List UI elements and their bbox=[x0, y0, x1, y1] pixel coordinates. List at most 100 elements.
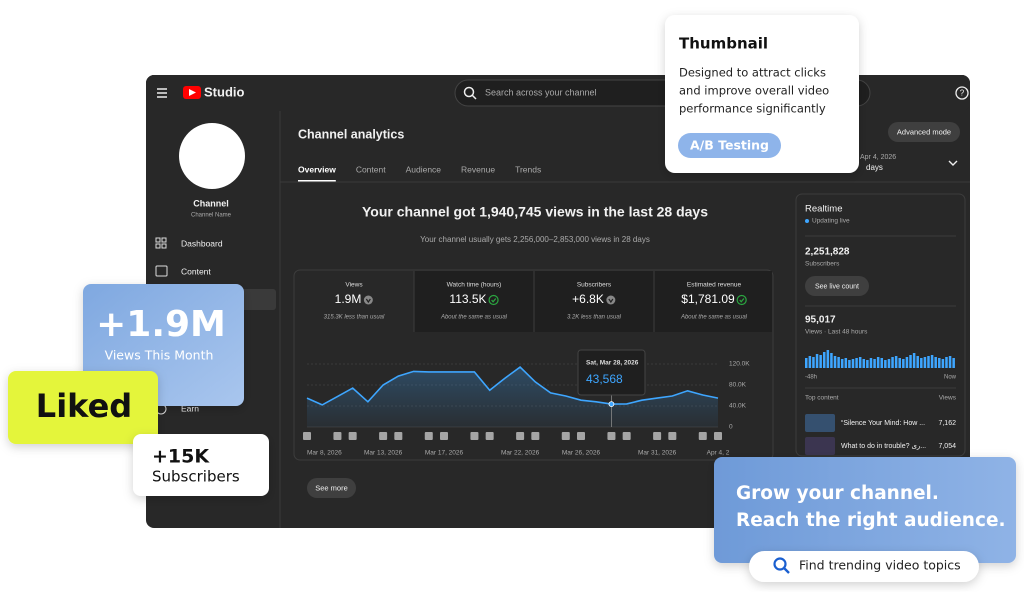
metric-note: About the same as usual bbox=[680, 315, 748, 321]
realtime-bar bbox=[869, 358, 873, 368]
realtime-bar bbox=[909, 355, 912, 368]
channel-avatar bbox=[179, 123, 245, 189]
realtime-bar bbox=[876, 357, 880, 368]
status-icon bbox=[488, 294, 499, 306]
nav-label: Dashboard bbox=[181, 238, 223, 248]
realtime-bar bbox=[930, 355, 934, 368]
card-value: +15K bbox=[152, 446, 210, 468]
search-pill-label: Find trending video topics bbox=[799, 558, 961, 573]
realtime-bar bbox=[837, 357, 840, 368]
realtime-bar bbox=[887, 359, 891, 368]
tab[interactable]: Content bbox=[356, 164, 386, 174]
video-views: 7,054 bbox=[938, 443, 956, 450]
realtime-bar bbox=[862, 359, 866, 368]
views-label: Views · Last 48 hours bbox=[805, 329, 868, 336]
area bbox=[307, 367, 718, 427]
upload-icon bbox=[698, 432, 707, 440]
nav-dashboard[interactable]: Dashboard bbox=[155, 237, 223, 249]
realtime-bar bbox=[866, 360, 869, 368]
tab[interactable]: Trends bbox=[515, 164, 541, 174]
see-more-button[interactable] bbox=[307, 478, 356, 498]
metric-value: $1,781.09 bbox=[681, 292, 735, 306]
thumbnail bbox=[805, 414, 835, 432]
realtime-bar bbox=[830, 353, 833, 368]
axis-end: Now bbox=[944, 375, 957, 381]
thumbnail-card: Thumbnail Designed to attract clicks and… bbox=[665, 15, 859, 173]
nav-content[interactable]: Content bbox=[155, 265, 211, 277]
see-live-count-label: See live count bbox=[815, 283, 859, 290]
upload-icon bbox=[577, 432, 585, 440]
realtime-bar bbox=[848, 360, 851, 368]
realtime-bar bbox=[819, 355, 822, 368]
help-icon-mark: ? bbox=[960, 89, 965, 98]
realtime-bar bbox=[822, 352, 826, 368]
metric-value: 1.9M bbox=[335, 292, 362, 306]
advanced-mode-button[interactable] bbox=[888, 122, 960, 142]
channel-name: Channel bbox=[193, 198, 229, 208]
card-line: Reach the right audience. bbox=[736, 510, 1006, 531]
realtime-bar bbox=[880, 358, 884, 368]
x-tick-label: Mar 13, 2026 bbox=[364, 450, 403, 457]
realtime-bar bbox=[920, 358, 923, 368]
realtime-bar bbox=[891, 357, 894, 368]
upload-icon bbox=[394, 432, 403, 440]
menu-icon[interactable] bbox=[157, 88, 167, 98]
video-title[interactable]: What to do in trouble? ری... bbox=[841, 443, 926, 450]
x-tick-label: Mar 22, 2026 bbox=[501, 450, 540, 457]
nav-label: Content bbox=[181, 266, 211, 276]
x-tick-label: Mar 26, 2026 bbox=[562, 450, 601, 457]
card-bg bbox=[8, 371, 158, 444]
x-tick-label: Mar 8, 2026 bbox=[307, 450, 342, 457]
thumbnail bbox=[805, 437, 835, 455]
liked-card: Liked bbox=[8, 371, 158, 444]
date-chevron[interactable] bbox=[948, 160, 958, 166]
realtime-bar bbox=[948, 356, 952, 368]
search-placeholder: Search across your channel bbox=[485, 87, 597, 97]
card-text: Designed to attract clicks bbox=[679, 66, 826, 80]
hover-point bbox=[608, 401, 615, 408]
upload-icon bbox=[348, 432, 357, 440]
subscribers-card: +15K Subscribers bbox=[133, 434, 269, 496]
upload-icon bbox=[531, 432, 540, 440]
tab[interactable]: Overview bbox=[298, 164, 336, 174]
y-tick-label: 0 bbox=[729, 424, 733, 431]
upload-icon bbox=[379, 432, 388, 440]
views-column-label: Views bbox=[939, 395, 957, 402]
metrics-inactive-bg bbox=[414, 271, 772, 332]
card-value: +1.9M bbox=[96, 304, 226, 345]
realtime-panel bbox=[795, 193, 966, 457]
tab[interactable]: Revenue bbox=[461, 164, 495, 174]
metric-label: Subscribers bbox=[577, 282, 612, 289]
status-check bbox=[491, 298, 497, 303]
x-tick-label: Mar 17, 2026 bbox=[425, 450, 464, 457]
realtime-bar bbox=[945, 357, 948, 368]
metric-note: 3.2K less than usual bbox=[567, 315, 622, 321]
realtime-bar bbox=[916, 356, 919, 368]
date-period: days bbox=[866, 163, 883, 172]
video-title[interactable]: “Silence Your Mind: How ... bbox=[841, 420, 925, 427]
metric-label: Views bbox=[345, 282, 363, 289]
realtime-bar bbox=[844, 358, 848, 368]
status-icon bbox=[363, 295, 373, 305]
top-content-label: Top content bbox=[805, 395, 839, 402]
help-icon[interactable] bbox=[955, 86, 969, 100]
upload-icon bbox=[333, 432, 342, 440]
realtime-bar bbox=[952, 358, 955, 368]
realtime-bar bbox=[894, 356, 898, 368]
card-label: Subscribers bbox=[152, 468, 240, 486]
upload-icon bbox=[714, 432, 722, 440]
metric-note: About the same as usual bbox=[440, 315, 508, 321]
realtime-bars bbox=[805, 350, 955, 368]
video-views: 7,162 bbox=[938, 420, 956, 427]
card-line: Grow your channel. bbox=[736, 483, 939, 504]
card-label: Liked bbox=[36, 387, 132, 425]
see-live-count-button[interactable] bbox=[805, 276, 869, 296]
card-label: Views This Month bbox=[105, 348, 214, 363]
card-bg bbox=[133, 434, 269, 496]
search-pill[interactable] bbox=[749, 551, 979, 582]
tooltip-value: 43,568 bbox=[586, 372, 623, 386]
realtime-bar bbox=[833, 356, 837, 368]
tab[interactable]: Audience bbox=[406, 164, 442, 174]
metric-value: 113.5K bbox=[449, 292, 486, 306]
realtime-bar bbox=[898, 358, 901, 368]
